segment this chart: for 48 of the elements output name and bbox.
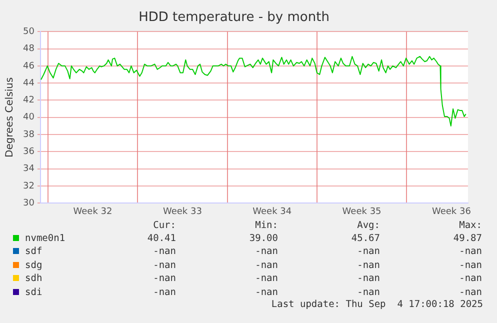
y-tick-label: 50 <box>23 26 35 37</box>
text: Avg: <box>356 220 380 232</box>
text: -nan <box>152 245 176 258</box>
chart-title: HDD temperature - by month <box>138 10 330 26</box>
y-axis-title: Degrees Celsius <box>4 77 16 158</box>
y-tick-label: 38 <box>23 130 35 140</box>
text: -nan <box>152 286 176 299</box>
y-tick-label: 32 <box>23 181 34 192</box>
text: -nan <box>458 286 482 299</box>
text: Last update: Thu Sep 4 17:00:18 2025 <box>270 299 484 310</box>
legend-label: sdi <box>24 286 44 299</box>
text: -nan <box>254 245 278 258</box>
text: 39.00 <box>248 232 278 245</box>
text: Min: <box>254 220 278 232</box>
text: 49.87 <box>452 232 482 245</box>
text: Max: <box>458 220 482 232</box>
y-tick-label: 48 <box>23 44 35 54</box>
y-tick-label: 40 <box>23 112 35 123</box>
x-tick-label: Week 34 <box>252 206 292 217</box>
text: Cur: <box>152 220 176 232</box>
x-tick-label: Week 36 <box>432 206 472 217</box>
text: -nan <box>356 286 380 299</box>
text: -nan <box>356 272 380 286</box>
text: -nan <box>458 272 482 286</box>
y-tick-label: 42 <box>23 96 34 106</box>
text: 45.67 <box>350 232 380 245</box>
text: -nan <box>254 258 278 272</box>
text: -nan <box>356 258 380 272</box>
y-tick-label: 36 <box>23 147 35 158</box>
x-tick-label: Week 35 <box>342 206 382 217</box>
text: 40.41 <box>146 232 176 245</box>
y-tick-label: 44 <box>23 78 35 88</box>
text: -nan <box>458 245 482 258</box>
x-tick-label: Week 32 <box>73 206 112 217</box>
text: -nan <box>254 272 278 286</box>
text: -nan <box>152 258 176 272</box>
text: -nan <box>458 258 482 272</box>
y-tick-label: 34 <box>23 164 35 174</box>
legend-label: sdg <box>24 258 44 272</box>
legend-label: nvme0n1 <box>24 232 66 245</box>
legend-label: sdh <box>24 272 44 286</box>
text: -nan <box>356 245 380 258</box>
text: -nan <box>254 286 278 299</box>
legend-label: sdf <box>24 245 44 258</box>
text: -nan <box>152 272 176 286</box>
y-tick-label: 30 <box>23 198 35 209</box>
y-tick-label: 46 <box>23 61 35 72</box>
x-tick-label: Week 33 <box>162 206 202 217</box>
